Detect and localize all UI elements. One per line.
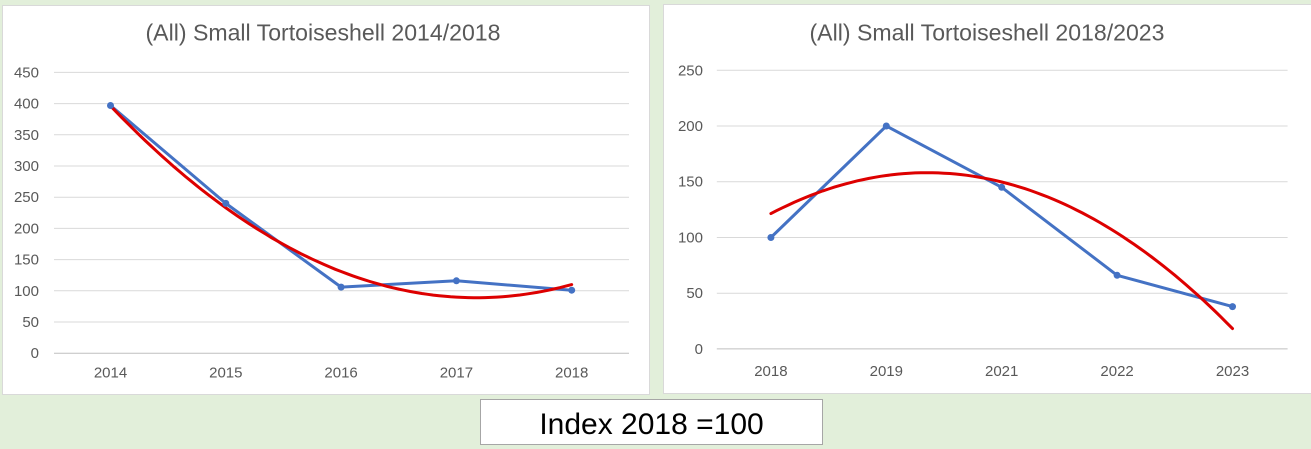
svg-text:150: 150 xyxy=(678,174,703,191)
svg-text:(All) Small Tortoiseshell 2014: (All) Small Tortoiseshell 2014/2018 xyxy=(146,20,501,46)
svg-text:2023: 2023 xyxy=(1216,363,1249,380)
svg-text:300: 300 xyxy=(14,158,39,175)
svg-text:2022: 2022 xyxy=(1100,363,1133,380)
svg-text:(All) Small Tortoiseshell 2018: (All) Small Tortoiseshell 2018/2023 xyxy=(810,20,1165,46)
svg-text:100: 100 xyxy=(678,230,703,247)
svg-text:50: 50 xyxy=(686,285,703,302)
svg-text:100: 100 xyxy=(14,283,39,300)
svg-text:150: 150 xyxy=(14,252,39,269)
svg-text:0: 0 xyxy=(695,341,703,358)
svg-text:50: 50 xyxy=(22,314,39,331)
svg-text:2018: 2018 xyxy=(754,363,787,380)
svg-text:2021: 2021 xyxy=(985,363,1018,380)
svg-text:200: 200 xyxy=(14,220,39,237)
svg-text:2016: 2016 xyxy=(324,365,357,382)
svg-text:200: 200 xyxy=(678,118,703,135)
svg-text:250: 250 xyxy=(14,189,39,206)
svg-text:400: 400 xyxy=(14,96,39,113)
svg-text:2014: 2014 xyxy=(94,365,127,382)
svg-text:2019: 2019 xyxy=(870,363,903,380)
svg-text:250: 250 xyxy=(678,62,703,79)
svg-text:350: 350 xyxy=(14,127,39,144)
svg-text:2018: 2018 xyxy=(555,365,588,382)
svg-text:2015: 2015 xyxy=(209,365,242,382)
svg-text:2017: 2017 xyxy=(440,365,473,382)
svg-text:0: 0 xyxy=(31,345,39,362)
svg-text:450: 450 xyxy=(14,64,39,81)
